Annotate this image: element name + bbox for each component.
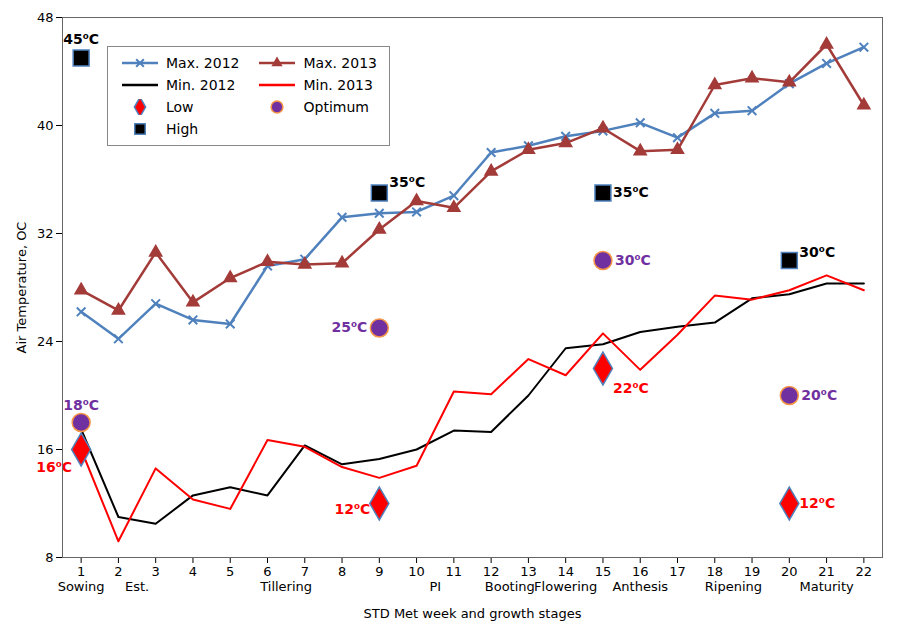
html-text:Min. 2012: Min. 2012 (166, 77, 236, 93)
svg-text:4: 4 (189, 564, 197, 579)
svg-text:19: 19 (744, 564, 761, 579)
svg-text:12⁰C: 12⁰C (334, 501, 370, 517)
svg-text:14: 14 (557, 564, 574, 579)
svg-text:35⁰C: 35⁰C (389, 174, 425, 190)
svg-text:3: 3 (152, 564, 160, 579)
svg-text:10: 10 (408, 564, 425, 579)
svg-text:9: 9 (375, 564, 383, 579)
svg-text:5: 5 (226, 564, 234, 579)
svg-text:12⁰C: 12⁰C (799, 495, 835, 511)
svg-text:STD Met week and growth stages: STD Met week and growth stages (364, 606, 582, 621)
svg-text:25⁰C: 25⁰C (331, 319, 367, 335)
svg-text:16: 16 (37, 442, 54, 457)
svg-text:48: 48 (37, 10, 54, 25)
svg-text:17: 17 (669, 564, 686, 579)
svg-text:Flowering: Flowering (534, 579, 597, 594)
svg-text:35⁰C: 35⁰C (613, 184, 649, 200)
svg-text:PI: PI (429, 579, 441, 594)
svg-text:2: 2 (114, 564, 122, 579)
html-text:Optimum: Optimum (303, 99, 369, 115)
svg-text:30⁰C: 30⁰C (799, 244, 835, 260)
svg-text:12: 12 (483, 564, 500, 579)
svg-text:40: 40 (37, 118, 54, 133)
svg-text:Air Temperature, OC: Air Temperature, OC (14, 222, 29, 354)
svg-text:20⁰C: 20⁰C (801, 387, 837, 403)
svg-text:22⁰C: 22⁰C (613, 380, 649, 396)
svg-text:13: 13 (520, 564, 537, 579)
svg-text:30⁰C: 30⁰C (615, 252, 651, 268)
html-text:Min. 2013: Min. 2013 (303, 77, 373, 93)
svg-text:18: 18 (706, 564, 723, 579)
svg-text:8: 8 (45, 550, 53, 565)
html-text:High: High (166, 121, 199, 137)
svg-text:Ripening: Ripening (705, 579, 762, 594)
svg-text:16⁰C: 16⁰C (36, 459, 72, 475)
svg-text:15: 15 (595, 564, 612, 579)
svg-text:32: 32 (37, 226, 54, 241)
svg-text:Est.: Est. (125, 579, 149, 594)
svg-text:45⁰C: 45⁰C (63, 31, 99, 47)
svg-text:11: 11 (446, 564, 463, 579)
svg-text:18⁰C: 18⁰C (63, 397, 99, 413)
html-text:Max. 2012: Max. 2012 (166, 55, 240, 71)
svg-text:Sowing: Sowing (58, 579, 105, 594)
svg-text:8: 8 (338, 564, 346, 579)
svg-text:24: 24 (37, 334, 54, 349)
svg-text:7: 7 (301, 564, 309, 579)
svg-text:20: 20 (781, 564, 798, 579)
html-text:Low: Low (166, 99, 194, 115)
svg-text:6: 6 (263, 564, 271, 579)
svg-text:21: 21 (818, 564, 835, 579)
svg-text:16: 16 (632, 564, 649, 579)
svg-text:22: 22 (856, 564, 873, 579)
svg-text:1: 1 (77, 564, 85, 579)
svg-text:Tillering: Tillering (259, 579, 312, 594)
svg-text:Anthesis: Anthesis (612, 579, 668, 594)
svg-text:Maturity: Maturity (799, 579, 854, 594)
html-text:Max. 2013: Max. 2013 (303, 55, 377, 71)
svg-text:Booting: Booting (485, 579, 535, 594)
